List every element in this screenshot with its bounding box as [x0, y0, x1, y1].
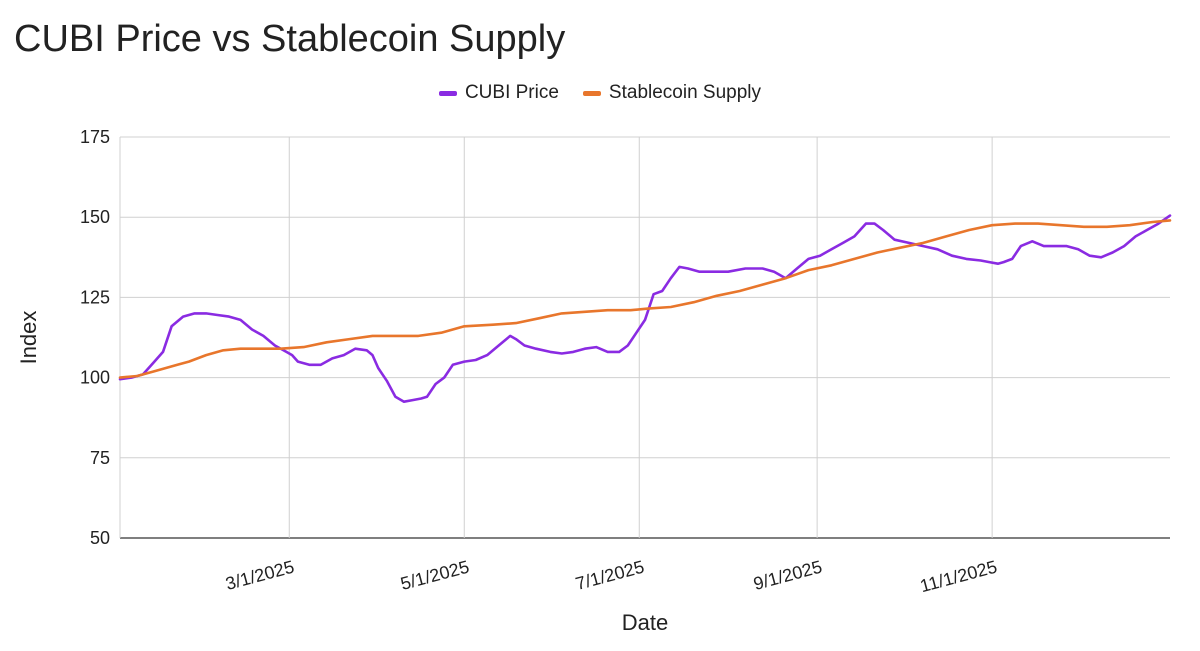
- y-tick-label-50: 50: [90, 528, 110, 548]
- x-tick-label-4: 11/1/2025: [918, 557, 999, 597]
- y-tick-label-100: 100: [80, 368, 110, 388]
- series-line-cubi-price: [118, 214, 1172, 403]
- x-tick-label-1: 5/1/2025: [398, 557, 471, 594]
- series-lines: [118, 214, 1172, 403]
- x-tick-label-0: 3/1/2025: [223, 557, 296, 594]
- y-tick-label-150: 150: [80, 207, 110, 227]
- y-tick-label-175: 175: [80, 127, 110, 147]
- legend-label-stablecoin-supply: Stablecoin Supply: [608, 82, 762, 103]
- legend-swatch-cubi-price: [438, 90, 457, 96]
- gridlines: [119, 136, 1170, 539]
- legend-item-stablecoin-supply[interactable]: Stablecoin Supply: [582, 82, 762, 104]
- series-line-stablecoin-supply: [118, 219, 1172, 379]
- y-axis-label: Index: [16, 311, 41, 365]
- chart-title: CUBI Price vs Stablecoin Supply: [14, 18, 566, 60]
- y-tick-label-125: 125: [80, 287, 110, 307]
- legend-swatch-stablecoin-supply: [582, 90, 601, 96]
- legend-item-cubi-price[interactable]: CUBI Price: [438, 82, 559, 104]
- legend: CUBI Price Stablecoin Supply: [0, 82, 1200, 104]
- x-axis-label: Date: [622, 610, 668, 635]
- y-tick-label-75: 75: [90, 448, 110, 468]
- x-tick-label-3: 9/1/2025: [751, 557, 824, 594]
- x-tick-label-2: 7/1/2025: [573, 557, 646, 594]
- x-axis-ticks: 3/1/2025 5/1/2025 7/1/2025 9/1/2025 11/1/202…: [223, 557, 999, 597]
- legend-label-cubi-price: CUBI Price: [464, 82, 559, 103]
- y-axis-ticks: 50 75 100 125 150 175: [80, 127, 110, 548]
